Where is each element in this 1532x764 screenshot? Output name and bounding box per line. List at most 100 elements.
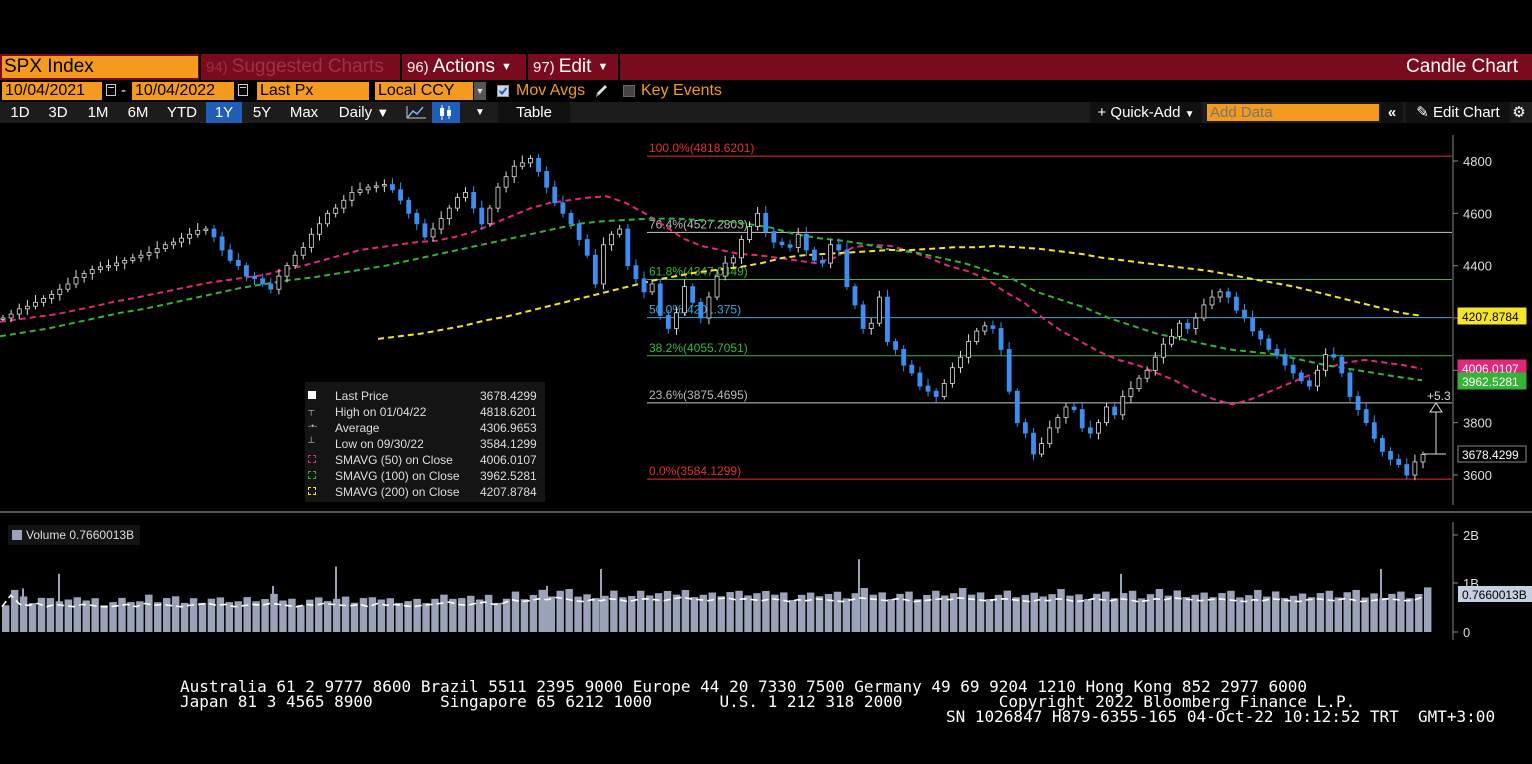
pencil-icon: ✎	[1416, 104, 1429, 121]
volume-bar	[1119, 593, 1128, 632]
legend-row[interactable]: ┴ Low on 09/30/22 3584.1299	[305, 436, 545, 452]
volume-bar	[1164, 595, 1173, 632]
mov-avgs-checkbox[interactable]	[497, 85, 509, 97]
volume-bar	[967, 594, 976, 632]
volume-bar	[279, 600, 287, 632]
calendar-icon[interactable]	[238, 84, 248, 96]
candle-body	[617, 228, 623, 235]
candle-body	[974, 330, 980, 342]
candle-body	[300, 246, 306, 256]
candle-body	[1307, 380, 1312, 387]
gear-icon[interactable]: ⚙	[1512, 104, 1526, 121]
edit-chart-button[interactable]: ✎ Edit Chart	[1406, 102, 1510, 123]
price-axis-tick-label: 3600	[1463, 468, 1492, 483]
legend-value: 3678.4299	[480, 389, 537, 403]
candle-body	[1266, 338, 1272, 350]
volume-average-line	[1, 593, 1425, 608]
period-3d-button[interactable]: 3D	[48, 104, 68, 121]
volume-bar	[994, 594, 1003, 632]
candle-chart[interactable]: 100.0%(4818.6201)76.4%(4527.2803)61.8%(4…	[0, 125, 1532, 640]
title-separator	[526, 54, 528, 80]
price-axis-tick-label: 4600	[1463, 206, 1492, 221]
change-label: +5.3	[1427, 389, 1451, 403]
volume-bar	[1084, 599, 1092, 632]
pencil-icon[interactable]	[594, 83, 608, 99]
quick-add-button[interactable]: + Quick-Add ▼	[1090, 102, 1202, 123]
currency-select[interactable]: Local CCY	[375, 82, 473, 100]
volume-bar	[1110, 598, 1119, 632]
mov-avgs-label[interactable]: Mov Avgs	[516, 82, 586, 99]
candle-body	[601, 244, 606, 285]
candle-body	[1323, 354, 1329, 371]
period-max-button[interactable]: Max	[289, 104, 319, 121]
candle-body	[552, 186, 558, 204]
period-1y-button[interactable]: 1Y	[206, 102, 242, 123]
candle-body	[390, 184, 395, 191]
line-chart-icon[interactable]	[404, 104, 430, 121]
legend-row[interactable]: ┬ High on 01/04/22 4818.6201	[305, 404, 545, 420]
candle-body	[454, 197, 460, 209]
volume-bar	[1352, 589, 1360, 632]
volume-legend[interactable]: Volume 0.7660013B	[8, 525, 141, 545]
key-events-checkbox[interactable]	[623, 85, 635, 97]
sma50-line	[0, 195, 1423, 406]
key-events-label[interactable]: Key Events	[641, 82, 722, 99]
period-6m-button[interactable]: 6M	[127, 104, 149, 121]
volume-bar	[896, 593, 904, 632]
volume-bar	[1370, 593, 1378, 632]
add-data-input[interactable]	[1207, 104, 1379, 121]
volume-bar	[869, 594, 877, 632]
ticker-input[interactable]: SPX Index	[2, 56, 198, 78]
candle-chart-toggle[interactable]	[432, 102, 460, 123]
price-field-select[interactable]: Last Px	[257, 82, 369, 100]
legend-row[interactable]: Last Price 3678.4299	[305, 388, 545, 404]
volume-bar	[252, 601, 260, 632]
legend-label: SMAVG (50) on Close	[335, 453, 453, 467]
candle-body	[893, 341, 898, 350]
chevron-down-icon: ▼	[376, 105, 390, 120]
volume-bar	[359, 598, 368, 632]
legend-row[interactable]: SMAVG (100) on Close 3962.5281	[305, 468, 545, 484]
chevron-down-icon[interactable]: ▼	[474, 82, 486, 100]
start-date-field[interactable]: 10/04/2021	[2, 82, 102, 100]
period-5y-button[interactable]: 5Y	[252, 104, 272, 121]
candle-body	[1290, 364, 1296, 374]
candle-body	[195, 229, 201, 235]
volume-bar	[529, 594, 538, 632]
legend-row[interactable]: SMAVG (200) on Close 4207.8784	[305, 484, 545, 500]
fib-level-label: 100.0%(4818.6201)	[649, 141, 754, 155]
candle-body	[430, 228, 436, 238]
candle-body	[584, 239, 590, 256]
volume-bar	[511, 591, 520, 632]
candle-body	[706, 296, 712, 319]
actions-menu-button[interactable]: 96) Actions ▼	[407, 54, 512, 80]
calendar-icon[interactable]	[106, 84, 116, 96]
candle-body	[487, 207, 493, 225]
price-tag-box	[1457, 307, 1527, 325]
suggested-charts-button[interactable]: 94) Suggested Charts	[206, 54, 384, 80]
volume-bar	[145, 594, 153, 632]
chevron-down-icon[interactable]: ▼	[475, 107, 485, 118]
candle-body	[24, 305, 30, 310]
table-button[interactable]: Table	[498, 102, 570, 123]
volume-bar	[493, 602, 502, 632]
end-date-field[interactable]: 10/04/2022	[132, 82, 234, 100]
volume-bar	[440, 594, 448, 632]
candle-body	[665, 314, 671, 329]
period-1m-button[interactable]: 1M	[87, 104, 109, 121]
legend-row[interactable]: SMAVG (50) on Close 4006.0107	[305, 452, 545, 468]
period-1d-button[interactable]: 1D	[10, 104, 30, 121]
toolbar: 1D 3D 1M 6M YTD 1Y 5Y Max Daily ▼ ▼ Tabl…	[0, 102, 1532, 123]
frequency-select[interactable]: Daily ▼	[332, 102, 396, 123]
candle-body	[1209, 296, 1215, 306]
candle-body	[349, 191, 355, 201]
candle-body	[998, 328, 1004, 350]
candle-body	[138, 254, 144, 259]
edit-menu-button[interactable]: 97) Edit ▼	[533, 54, 608, 80]
title-separator	[199, 54, 201, 80]
volume-bar	[1298, 593, 1307, 632]
period-ytd-button[interactable]: YTD	[167, 104, 197, 121]
collapse-double-chevron-icon[interactable]: «	[1381, 102, 1403, 123]
legend-row[interactable]: -•- Average 4306.9653	[305, 420, 545, 436]
volume-bar	[64, 599, 73, 632]
